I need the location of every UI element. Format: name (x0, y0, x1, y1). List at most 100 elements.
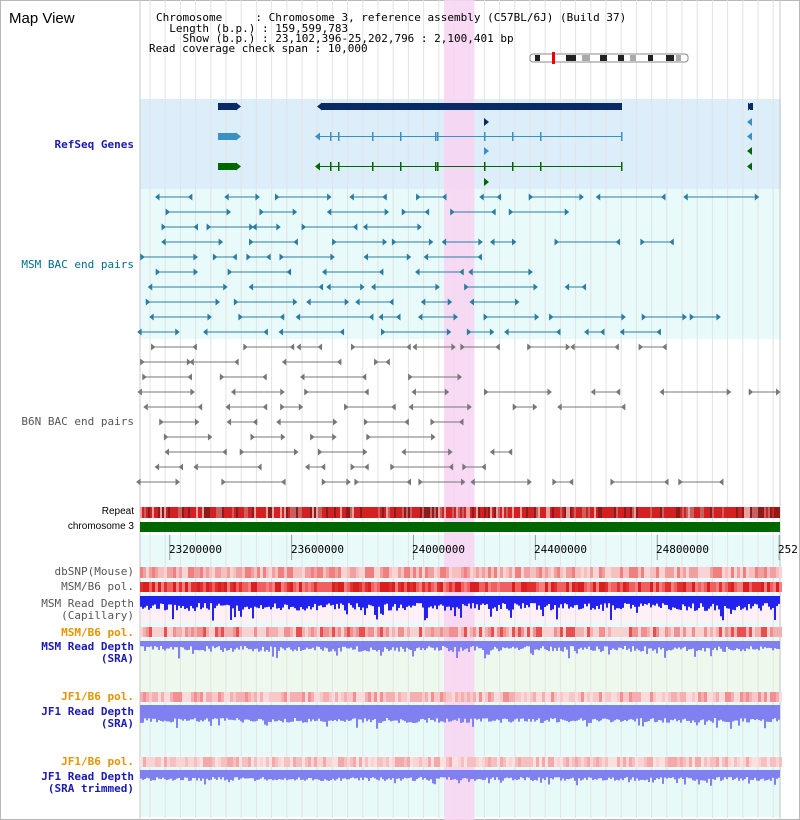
polymorphism-mark (278, 627, 281, 637)
read-depth-bar (638, 770, 640, 781)
read-depth-bar (710, 641, 712, 657)
repeat-mark (580, 507, 582, 518)
read-depth-bar (712, 641, 714, 650)
polymorphism-mark (563, 627, 566, 637)
polymorphism-mark (356, 582, 359, 592)
polymorphism-mark (563, 567, 566, 578)
repeat-mark (430, 507, 432, 518)
read-depth-bar (736, 705, 738, 721)
polymorphism-mark (194, 757, 197, 767)
polymorphism-mark (275, 692, 278, 702)
read-depth-bar (194, 596, 196, 611)
read-depth-bar (486, 641, 488, 655)
read-depth-bar (762, 596, 764, 606)
read-depth-bar (200, 641, 202, 651)
polymorphism-mark (698, 692, 701, 702)
read-depth-bar (630, 641, 632, 652)
read-depth-bar (604, 705, 606, 719)
read-depth-bar (434, 705, 436, 722)
polymorphism-mark (227, 627, 230, 637)
repeat-mark (614, 507, 616, 518)
polymorphism-mark (653, 582, 656, 592)
polymorphism-mark (593, 757, 596, 767)
read-depth-bar (368, 705, 370, 720)
repeat-mark (230, 507, 232, 518)
read-depth-bar (392, 770, 394, 779)
read-depth-bar (308, 770, 310, 778)
read-depth-bar (678, 596, 680, 610)
read-depth-bar (598, 641, 600, 650)
repeat-mark (678, 507, 680, 518)
polymorphism-mark (494, 582, 497, 592)
read-depth-bar (744, 641, 746, 652)
read-depth-bar (238, 641, 240, 650)
read-depth-bar (494, 641, 496, 647)
axis-tick-label: 24000000 (412, 543, 465, 556)
polymorphism-mark (467, 567, 470, 578)
read-depth-bar (386, 641, 388, 649)
read-depth-bar (776, 770, 778, 779)
polymorphism-mark (620, 582, 623, 592)
polymorphism-mark (584, 757, 587, 767)
read-depth-bar (586, 770, 588, 780)
read-depth-bar (558, 641, 560, 648)
repeat-mark (348, 507, 350, 518)
polymorphism-mark (695, 627, 698, 637)
repeat-mark (378, 507, 380, 518)
read-depth-bar (370, 770, 372, 779)
read-depth-bar (642, 596, 644, 606)
read-depth-bar (490, 770, 492, 779)
polymorphism-mark (305, 757, 308, 767)
strand-arrow (363, 418, 369, 426)
read-depth-bar (652, 705, 654, 719)
polymorphism-mark (713, 582, 716, 592)
repeat-mark (710, 507, 712, 518)
polymorphism-mark (443, 582, 446, 592)
read-depth-bar (536, 770, 538, 781)
repeat-mark (564, 507, 566, 518)
polymorphism-mark (614, 567, 617, 578)
polymorphism-mark (329, 692, 332, 702)
read-depth-bar (324, 770, 326, 780)
repeat-mark (762, 507, 764, 518)
polymorphism-mark (425, 692, 428, 702)
polymorphism-mark (194, 692, 197, 702)
read-depth-bar (650, 705, 652, 719)
read-depth-bar (500, 641, 502, 651)
polymorphism-mark (386, 627, 389, 637)
polymorphism-mark (209, 582, 212, 592)
polymorphism-mark (326, 692, 329, 702)
polymorphism-mark (767, 582, 770, 592)
repeat-mark (584, 507, 586, 518)
polymorphism-mark (632, 627, 635, 637)
repeat-mark (702, 507, 704, 518)
polymorphism-mark (455, 757, 458, 767)
read-depth-bar (720, 641, 722, 649)
strand-arrow (489, 448, 495, 456)
repeat-mark (160, 507, 162, 518)
read-depth-bar (642, 705, 644, 727)
polymorphism-mark (233, 627, 236, 637)
polymorphism-mark (521, 692, 524, 702)
read-depth-bar (652, 641, 654, 651)
read-depth-bar (512, 705, 514, 722)
strand-arrow (346, 478, 351, 486)
polymorphism-mark (149, 692, 152, 702)
polymorphism-mark (653, 692, 656, 702)
read-depth-bar (726, 641, 728, 647)
read-depth-bar (742, 641, 744, 650)
repeat-mark (690, 507, 692, 518)
read-depth-bar (682, 770, 684, 780)
polymorphism-mark (167, 567, 170, 578)
repeat-mark (156, 507, 158, 518)
polymorphism-mark (434, 567, 437, 578)
polymorphism-mark (392, 582, 395, 592)
repeat-mark (142, 507, 144, 518)
strand-arrow (280, 433, 286, 441)
gene-exon (484, 162, 486, 171)
strand-arrow (444, 388, 450, 396)
polymorphism-mark (362, 567, 365, 578)
read-depth-bar (752, 596, 754, 607)
repeat-mark (354, 507, 356, 518)
